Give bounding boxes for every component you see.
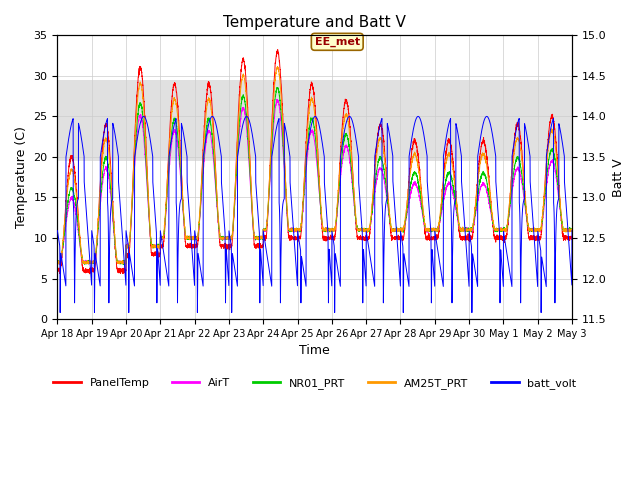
Legend: PanelTemp, AirT, NR01_PRT, AM25T_PRT, batt_volt: PanelTemp, AirT, NR01_PRT, AM25T_PRT, ba… <box>48 373 581 393</box>
Title: Temperature and Batt V: Temperature and Batt V <box>223 15 406 30</box>
Y-axis label: Batt V: Batt V <box>612 158 625 196</box>
X-axis label: Time: Time <box>300 344 330 357</box>
Bar <box>58 80 572 161</box>
Y-axis label: Temperature (C): Temperature (C) <box>15 126 28 228</box>
Text: EE_met: EE_met <box>315 36 360 47</box>
